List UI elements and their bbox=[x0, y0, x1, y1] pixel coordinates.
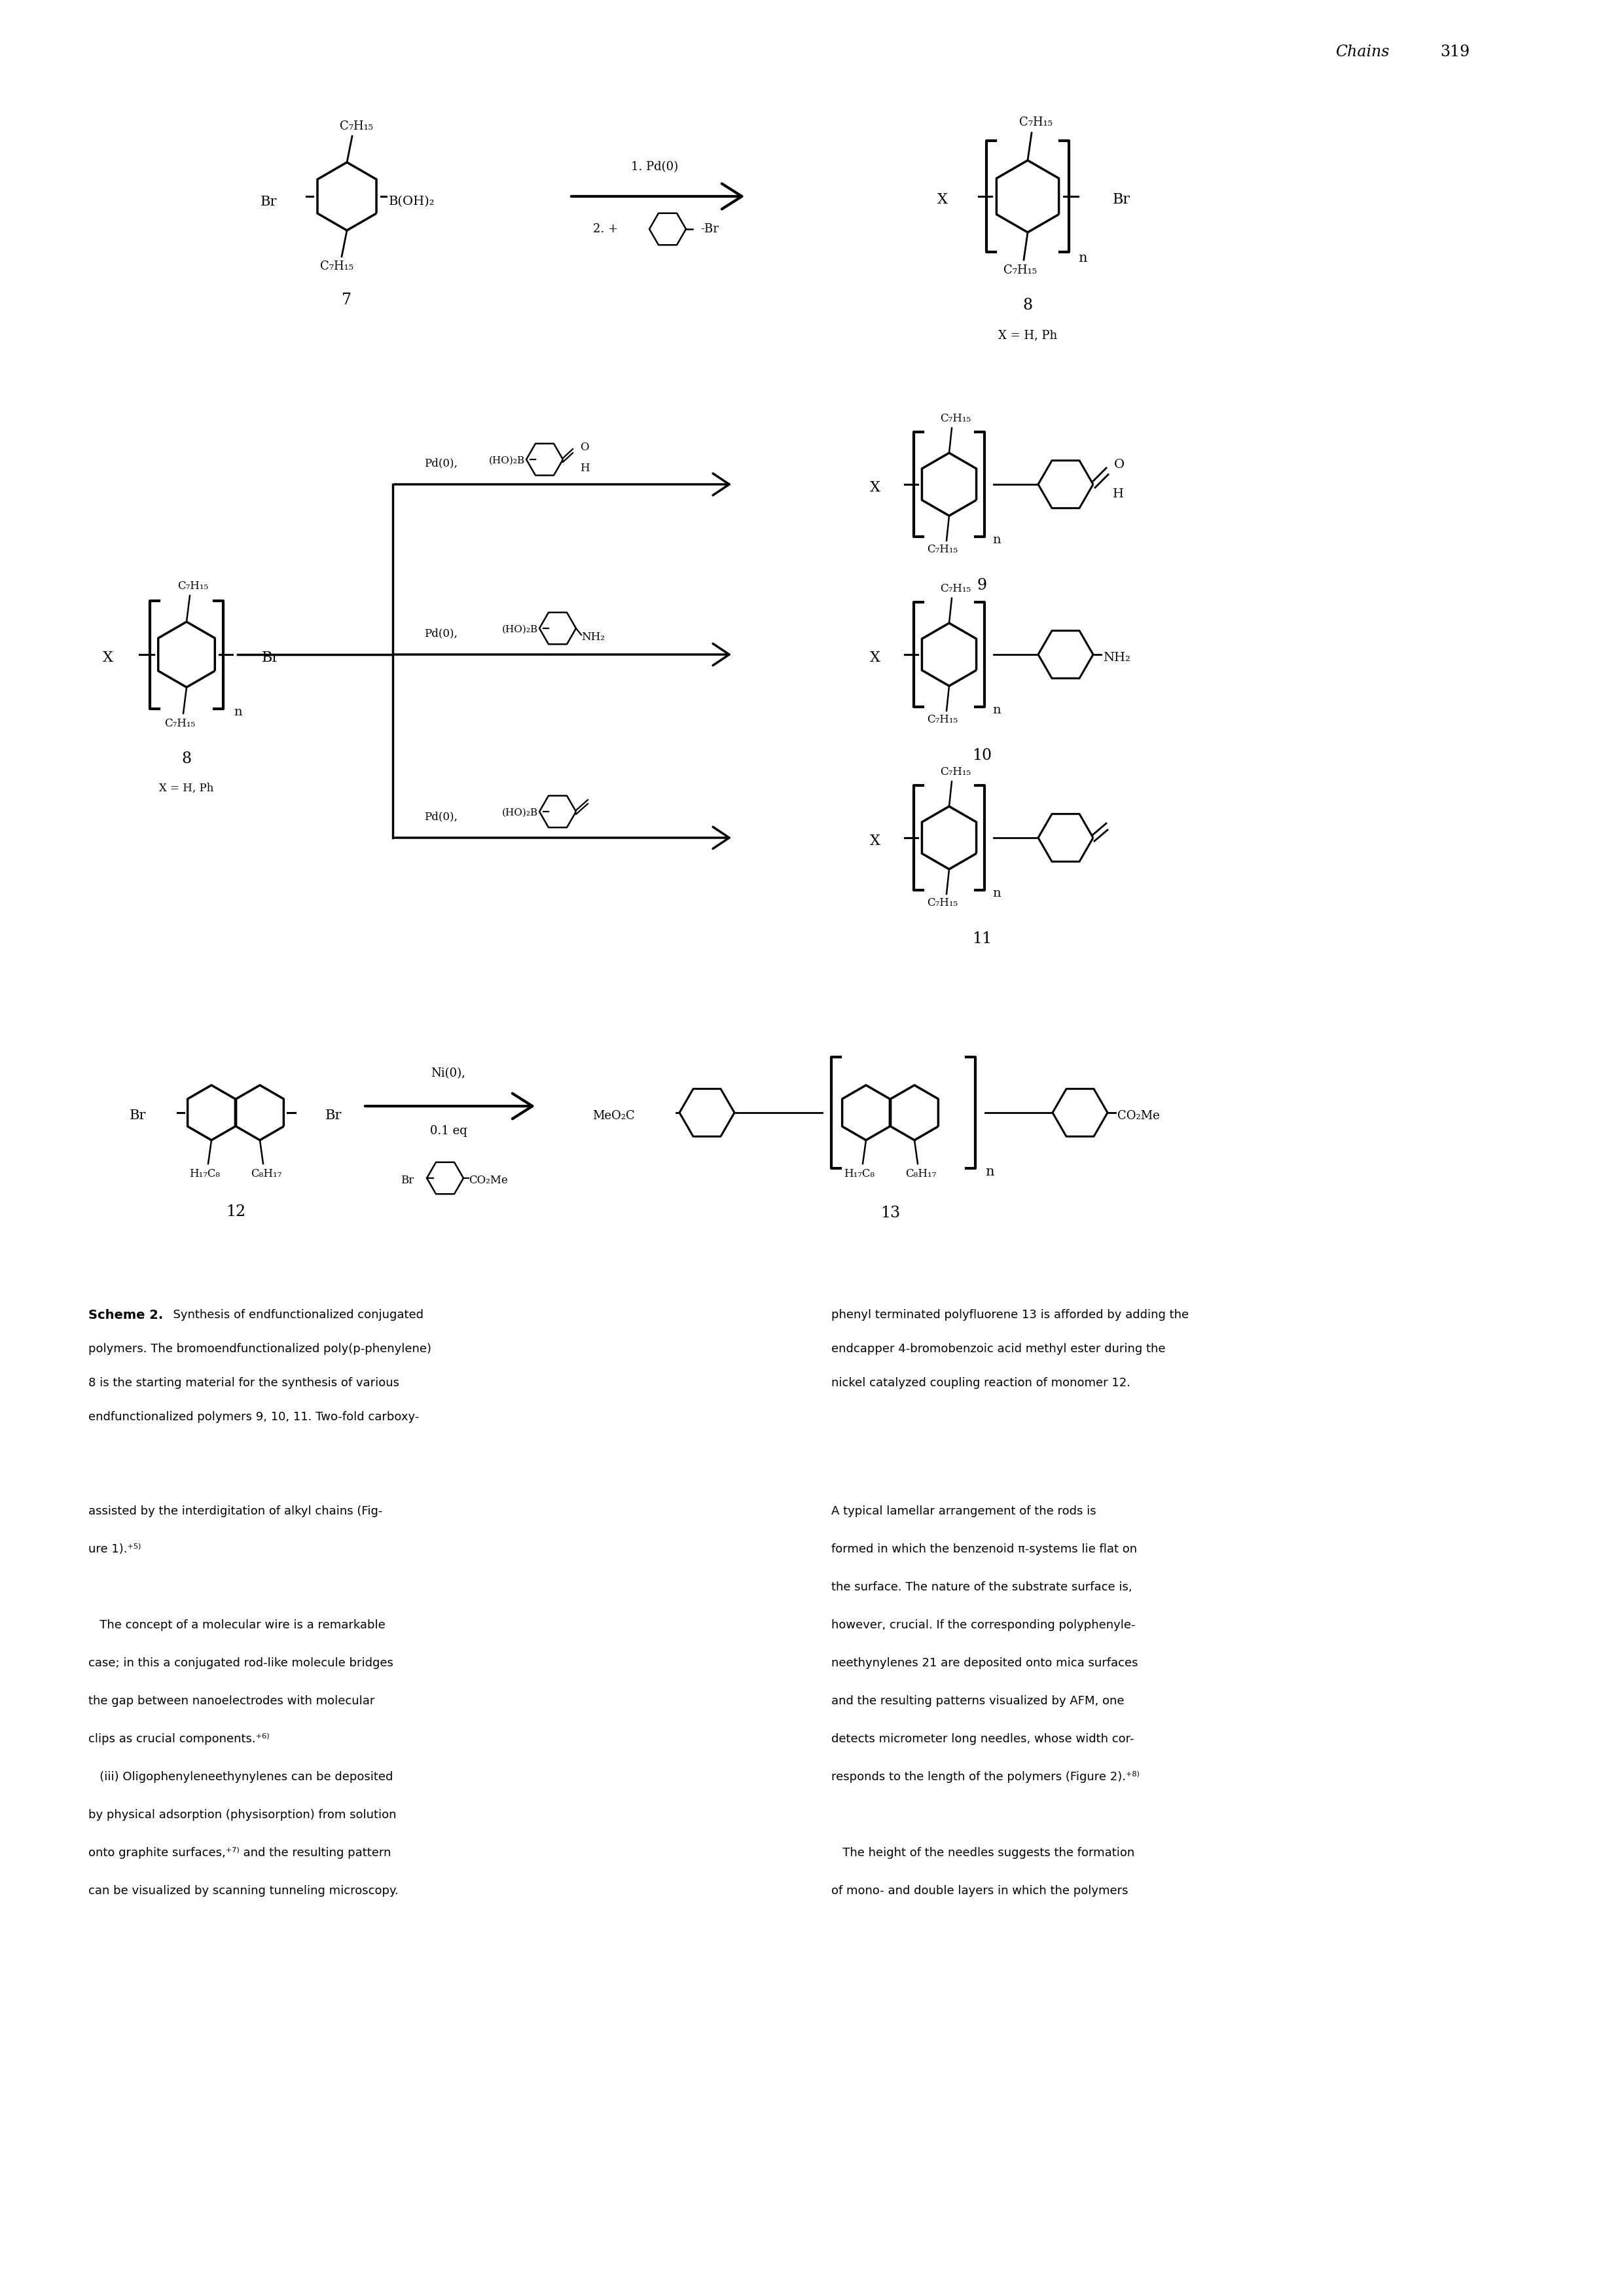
Text: ure 1).⁺⁵⁾: ure 1).⁺⁵⁾ bbox=[88, 1543, 141, 1554]
Text: n: n bbox=[1078, 253, 1086, 264]
Text: endcapper 4-bromobenzoic acid methyl ester during the: endcapper 4-bromobenzoic acid methyl est… bbox=[831, 1343, 1166, 1355]
Text: Ni(0),: Ni(0), bbox=[430, 1068, 466, 1079]
Text: 1. Pd(0): 1. Pd(0) bbox=[632, 161, 679, 172]
Text: C₇H₁₅: C₇H₁₅ bbox=[1004, 264, 1036, 276]
Text: -Br: -Br bbox=[700, 223, 719, 234]
Text: X: X bbox=[870, 650, 880, 666]
Text: C₈H₁₇: C₈H₁₇ bbox=[906, 1169, 937, 1180]
Text: (HO)₂B: (HO)₂B bbox=[489, 457, 525, 466]
Text: X = H, Ph: X = H, Ph bbox=[159, 783, 214, 794]
Text: Scheme 2.: Scheme 2. bbox=[88, 1309, 162, 1322]
Text: Synthesis of endfunctionalized conjugated: Synthesis of endfunctionalized conjugate… bbox=[166, 1309, 424, 1320]
Text: n: n bbox=[992, 535, 1000, 546]
Text: neethynylenes 21 are deposited onto mica surfaces: neethynylenes 21 are deposited onto mica… bbox=[831, 1658, 1138, 1669]
Text: C₇H₁₅: C₇H₁₅ bbox=[339, 119, 374, 133]
Text: endfunctionalized polymers 9, 10, 11. Two-fold carboxy-: endfunctionalized polymers 9, 10, 11. Tw… bbox=[88, 1412, 419, 1424]
Text: 10: 10 bbox=[973, 748, 992, 762]
Text: Br: Br bbox=[261, 650, 279, 666]
Text: by physical adsorption (physisorption) from solution: by physical adsorption (physisorption) f… bbox=[88, 1809, 396, 1821]
Text: nickel catalyzed coupling reaction of monomer 12.: nickel catalyzed coupling reaction of mo… bbox=[831, 1378, 1130, 1389]
Text: case; in this a conjugated rod-like molecule bridges: case; in this a conjugated rod-like mole… bbox=[88, 1658, 393, 1669]
Text: (iii) Oligophenyleneethynylenes can be deposited: (iii) Oligophenyleneethynylenes can be d… bbox=[88, 1770, 393, 1784]
Text: C₇H₁₅: C₇H₁₅ bbox=[177, 581, 208, 592]
Text: 8: 8 bbox=[182, 751, 192, 767]
Text: 319: 319 bbox=[1440, 44, 1470, 60]
Text: n: n bbox=[992, 889, 1000, 900]
Text: (HO)₂B: (HO)₂B bbox=[502, 808, 538, 817]
Text: 8: 8 bbox=[1023, 298, 1033, 312]
Text: the gap between nanoelectrodes with molecular: the gap between nanoelectrodes with mole… bbox=[88, 1694, 375, 1706]
Text: n: n bbox=[234, 707, 242, 719]
Text: C₈H₁₇: C₈H₁₇ bbox=[252, 1169, 283, 1180]
Text: C₇H₁₅: C₇H₁₅ bbox=[940, 767, 971, 778]
Text: Br: Br bbox=[325, 1109, 343, 1123]
Text: clips as crucial components.⁺⁶⁾: clips as crucial components.⁺⁶⁾ bbox=[88, 1733, 270, 1745]
Text: H: H bbox=[580, 464, 590, 475]
Text: polymers. The bromoendfunctionalized poly(p-phenylene): polymers. The bromoendfunctionalized pol… bbox=[88, 1343, 432, 1355]
Text: detects micrometer long needles, whose width cor-: detects micrometer long needles, whose w… bbox=[831, 1733, 1134, 1745]
Text: NH₂: NH₂ bbox=[581, 631, 604, 643]
Text: Br: Br bbox=[130, 1109, 146, 1123]
Text: H₁₇C₈: H₁₇C₈ bbox=[190, 1169, 221, 1180]
Text: assisted by the interdigitation of alkyl chains (Fig-: assisted by the interdigitation of alkyl… bbox=[88, 1506, 383, 1518]
Text: of mono- and double layers in which the polymers: of mono- and double layers in which the … bbox=[831, 1885, 1129, 1896]
Text: CO₂Me: CO₂Me bbox=[469, 1176, 508, 1185]
Text: X: X bbox=[870, 480, 880, 496]
Text: responds to the length of the polymers (Figure 2).⁺⁸⁾: responds to the length of the polymers (… bbox=[831, 1770, 1140, 1784]
Text: X = H, Ph: X = H, Ph bbox=[999, 328, 1057, 342]
Text: 13: 13 bbox=[880, 1205, 900, 1221]
Text: however, crucial. If the corresponding polyphenyle-: however, crucial. If the corresponding p… bbox=[831, 1619, 1135, 1630]
Text: formed in which the benzenoid π-systems lie flat on: formed in which the benzenoid π-systems … bbox=[831, 1543, 1137, 1554]
Text: C₇H₁₅: C₇H₁₅ bbox=[940, 413, 971, 425]
Text: 7: 7 bbox=[343, 292, 352, 308]
Text: X: X bbox=[937, 193, 948, 207]
Text: X: X bbox=[102, 650, 114, 666]
Text: 8 is the starting material for the synthesis of various: 8 is the starting material for the synth… bbox=[88, 1378, 400, 1389]
Text: C₇H₁₅: C₇H₁₅ bbox=[927, 898, 958, 909]
Text: H₁₇C₈: H₁₇C₈ bbox=[844, 1169, 875, 1180]
Text: n: n bbox=[986, 1166, 994, 1178]
Text: Chains: Chains bbox=[1335, 44, 1389, 60]
Text: Pd(0),: Pd(0), bbox=[424, 810, 458, 822]
Text: H: H bbox=[1112, 489, 1124, 501]
Text: O: O bbox=[1114, 459, 1125, 471]
Text: C₇H₁₅: C₇H₁₅ bbox=[320, 259, 354, 273]
Text: Pd(0),: Pd(0), bbox=[424, 457, 458, 468]
Text: B(OH)₂: B(OH)₂ bbox=[388, 195, 435, 207]
Text: C₇H₁₅: C₇H₁₅ bbox=[1018, 117, 1052, 129]
Text: the surface. The nature of the substrate surface is,: the surface. The nature of the substrate… bbox=[831, 1582, 1132, 1593]
Text: Br: Br bbox=[401, 1176, 414, 1185]
Text: phenyl terminated polyfluorene 13 is afforded by adding the: phenyl terminated polyfluorene 13 is aff… bbox=[831, 1309, 1189, 1320]
Text: n: n bbox=[992, 705, 1000, 716]
Text: CO₂Me: CO₂Me bbox=[1117, 1109, 1160, 1123]
Text: C₇H₁₅: C₇H₁₅ bbox=[164, 719, 195, 728]
Text: 9: 9 bbox=[978, 579, 987, 592]
Text: C₇H₁₅: C₇H₁₅ bbox=[927, 714, 958, 726]
Text: Br: Br bbox=[260, 195, 276, 209]
Text: Pd(0),: Pd(0), bbox=[424, 629, 458, 638]
Text: and the resulting patterns visualized by AFM, one: and the resulting patterns visualized by… bbox=[831, 1694, 1124, 1706]
Text: X: X bbox=[870, 833, 880, 847]
Text: 0.1 eq: 0.1 eq bbox=[430, 1125, 468, 1137]
Text: A typical lamellar arrangement of the rods is: A typical lamellar arrangement of the ro… bbox=[831, 1506, 1096, 1518]
Text: C₇H₁₅: C₇H₁₅ bbox=[940, 583, 971, 595]
Text: onto graphite surfaces,⁺⁷⁾ and the resulting pattern: onto graphite surfaces,⁺⁷⁾ and the resul… bbox=[88, 1846, 391, 1860]
Text: can be visualized by scanning tunneling microscopy.: can be visualized by scanning tunneling … bbox=[88, 1885, 398, 1896]
Text: (HO)₂B: (HO)₂B bbox=[502, 625, 538, 634]
Text: 11: 11 bbox=[971, 932, 992, 946]
Text: 2. +: 2. + bbox=[593, 223, 617, 234]
Text: NH₂: NH₂ bbox=[1103, 652, 1130, 664]
Text: 12: 12 bbox=[226, 1205, 245, 1219]
Text: The height of the needles suggests the formation: The height of the needles suggests the f… bbox=[831, 1846, 1135, 1860]
Text: Br: Br bbox=[1112, 193, 1130, 207]
Text: The concept of a molecular wire is a remarkable: The concept of a molecular wire is a rem… bbox=[88, 1619, 385, 1630]
Text: MeO₂C: MeO₂C bbox=[593, 1109, 635, 1123]
Text: C₇H₁₅: C₇H₁₅ bbox=[927, 544, 958, 556]
Text: O: O bbox=[580, 443, 590, 452]
